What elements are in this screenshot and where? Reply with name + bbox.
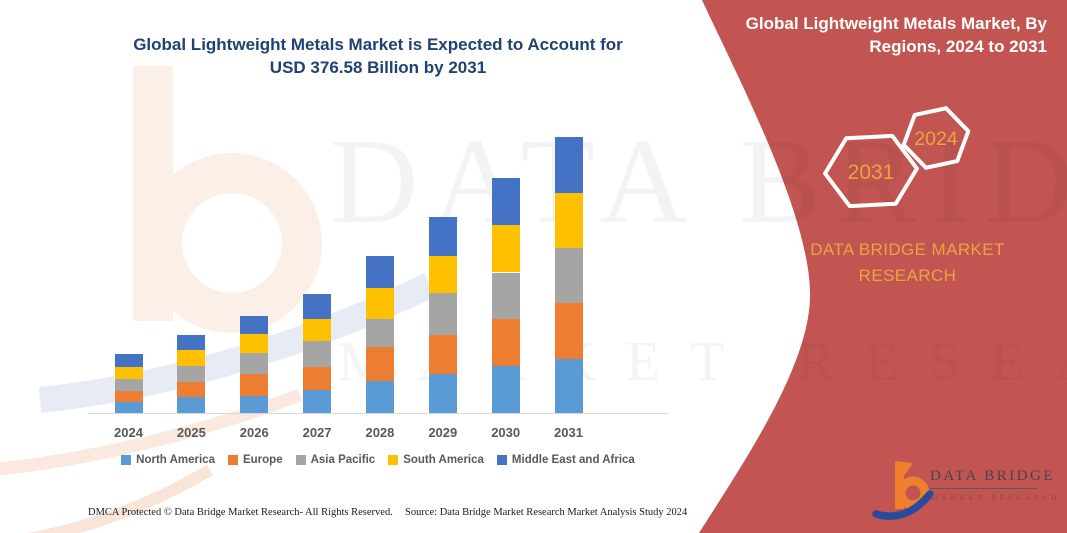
x-axis-label-2030: 2030 [491, 425, 521, 440]
bar-segment-2027-asia-pacific [303, 341, 332, 368]
bar-segment-2026-europe [240, 374, 269, 397]
legend-item-north-america: North America [121, 454, 215, 466]
bar-segment-2024-middle-east-and-africa [114, 354, 143, 367]
legend-swatch-icon [121, 455, 132, 465]
legend-swatch-icon [295, 455, 306, 465]
bar-segment-2031-asia-pacific [554, 247, 583, 304]
bar-segment-2030-south-america [491, 224, 520, 273]
bar-segment-2027-north-america [303, 390, 332, 413]
legend-item-south-america: South America [388, 454, 484, 466]
bar-segment-2026-asia-pacific [240, 353, 269, 375]
bar-segment-2031-south-america [554, 192, 583, 248]
x-axis-label-2028: 2028 [365, 425, 395, 440]
bar-segment-2029-middle-east-and-africa [428, 216, 457, 256]
chart-legend: North America Europe Asia Pacific South Ame… [88, 454, 668, 466]
legend-swatch-icon [227, 455, 238, 465]
bar-segment-2030-north-america [491, 366, 520, 413]
legend-label: South America [403, 454, 484, 466]
bar-segment-2026-north-america [240, 396, 269, 413]
bar-segment-2026-south-america [240, 334, 269, 354]
bar-segment-2031-europe [554, 303, 583, 360]
bar-segment-2025-north-america [177, 397, 206, 413]
bar-segment-2025-asia-pacific [177, 366, 206, 383]
brand-wordmark: DATA BRIDGE MARKET RESEARCH [810, 240, 1005, 285]
bar-segment-2030-europe [491, 319, 520, 367]
footer-source: Source: Data Bridge Market Research Mark… [405, 507, 688, 518]
x-axis-label-2025: 2025 [176, 425, 206, 440]
corner-logo-underline [930, 488, 1037, 489]
bar-segment-2024-south-america [114, 366, 143, 380]
legend-label: North America [136, 454, 215, 466]
legend-label: Asia Pacific [310, 454, 376, 466]
chart-title: Global Lightweight Metals Market is Expe… [58, 33, 698, 79]
bar-segment-2027-south-america [303, 319, 332, 342]
x-axis-label-2024: 2024 [114, 425, 143, 440]
bar-segment-2028-north-america [365, 381, 394, 413]
bar-segment-2029-south-america [428, 255, 457, 294]
bar-segment-2024-asia-pacific [114, 379, 143, 391]
bar-segment-2027-middle-east-and-africa [303, 294, 332, 320]
bar-segment-2028-middle-east-and-africa [365, 255, 394, 289]
legend-label: Europe [242, 454, 283, 466]
chart-title-line1: Global Lightweight Metals Market is Expe… [133, 35, 623, 54]
watermark-subtitle-row: MARKET RESEARCH [338, 331, 1067, 393]
bar-segment-2025-south-america [177, 350, 206, 367]
bar-segment-2027-europe [303, 367, 332, 391]
x-axis-label-2029: 2029 [428, 425, 458, 440]
legend-item-asia-pacific: Asia Pacific [295, 454, 376, 466]
bar-segment-2031-middle-east-and-africa [554, 136, 583, 193]
x-axis-label-2031: 2031 [554, 425, 583, 440]
chart-title-line2: USD 376.58 Billion by 2031 [269, 58, 487, 77]
bar-segment-2024-europe [114, 391, 143, 402]
corner-logo-title: DATA BRIDGE [930, 468, 1056, 484]
bar-segment-2028-south-america [365, 288, 394, 320]
footer-dmca: DMCA Protected © Data Bridge Market Rese… [88, 507, 393, 518]
bar-segment-2030-middle-east-and-africa [491, 177, 520, 225]
bar-segment-2026-middle-east-and-africa [240, 316, 269, 335]
bar-segment-2024-north-america [114, 402, 143, 413]
legend-label: Middle East and Africa [511, 454, 635, 466]
x-axis-label-2026: 2026 [239, 425, 269, 440]
bar-segment-2029-europe [428, 335, 457, 375]
x-axis-line [88, 413, 668, 414]
legend-item-middle-east-and-africa: Middle East and Africa [496, 454, 635, 466]
bar-segment-2025-europe [177, 382, 206, 397]
legend-swatch-icon [496, 455, 507, 465]
x-axis-label-2027: 2027 [302, 425, 332, 440]
bar-segment-2029-asia-pacific [428, 293, 457, 336]
bar-segment-2029-north-america [428, 374, 457, 413]
bar-segment-2031-north-america [554, 359, 583, 413]
bar-segment-2028-europe [365, 347, 394, 382]
banner-title: Global Lightweight Metals Market, By Reg… [745, 14, 1047, 56]
legend-swatch-icon [388, 455, 399, 465]
bar-segment-2025-middle-east-and-africa [177, 335, 206, 351]
corner-logo-subtitle: MARKET RESEARCH [931, 493, 1061, 502]
bar-segment-2028-asia-pacific [365, 319, 394, 348]
bar-segment-2030-asia-pacific [491, 272, 520, 320]
legend-item-europe: Europe [227, 454, 283, 466]
